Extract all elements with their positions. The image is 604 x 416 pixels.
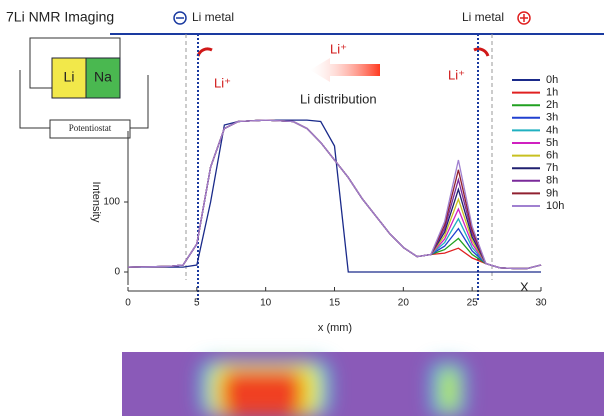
x-tick-label: 20 xyxy=(398,298,410,309)
legend-label: 0h xyxy=(546,74,558,86)
legend-label: 6h xyxy=(546,150,558,162)
annotation: Li⁺ xyxy=(448,67,465,82)
li-arrow xyxy=(310,58,380,82)
legend-label: 5h xyxy=(546,137,558,149)
na-block xyxy=(85,57,121,99)
annotation: Li distribution xyxy=(300,91,377,106)
x-tick-label: 30 xyxy=(535,298,547,309)
series-line xyxy=(128,119,541,273)
nmr-image xyxy=(200,360,466,416)
title: 7Li NMR Imaging xyxy=(6,9,114,25)
curved-arrow xyxy=(473,47,490,57)
legend-label: 4h xyxy=(546,124,558,136)
annotation: Potentiostat xyxy=(69,123,112,133)
x-tick-label: 10 xyxy=(260,298,272,309)
legend-label: 10h xyxy=(546,200,564,212)
series-line xyxy=(127,119,542,270)
annotation: Li xyxy=(64,69,75,85)
legend-label: 2h xyxy=(546,99,558,111)
annotation: Li⁺ xyxy=(330,41,347,56)
annotation: Na xyxy=(94,69,112,85)
x-tick-label: 5 xyxy=(194,298,200,309)
y-tick-label: 0 xyxy=(114,267,120,278)
nmr-image xyxy=(122,352,604,416)
legend-label: 3h xyxy=(546,112,558,124)
x-tick-label: 0 xyxy=(125,298,131,309)
y-axis-label: Intensity xyxy=(90,182,102,223)
x-tick-label: 25 xyxy=(467,298,479,309)
annotation: Li metal xyxy=(462,10,504,24)
y-tick-label: 100 xyxy=(103,197,120,208)
li-block xyxy=(51,57,87,99)
plus-icon xyxy=(520,14,528,22)
plus-icon xyxy=(517,11,531,25)
annotation: Li metal xyxy=(192,10,234,24)
legend-label: 1h xyxy=(546,87,558,99)
x-axis-label: x (mm) xyxy=(318,322,352,334)
curved-arrow xyxy=(196,47,213,57)
x-tick-label: 15 xyxy=(329,298,341,309)
legend-label: 8h xyxy=(546,175,558,187)
potentiostat-box xyxy=(49,119,131,139)
legend-label: 7h xyxy=(546,162,558,174)
minus-icon xyxy=(173,11,187,25)
legend-label: 9h xyxy=(546,187,558,199)
annotation: X xyxy=(520,279,529,294)
annotation: Li⁺ xyxy=(214,75,231,90)
wire xyxy=(19,70,149,129)
